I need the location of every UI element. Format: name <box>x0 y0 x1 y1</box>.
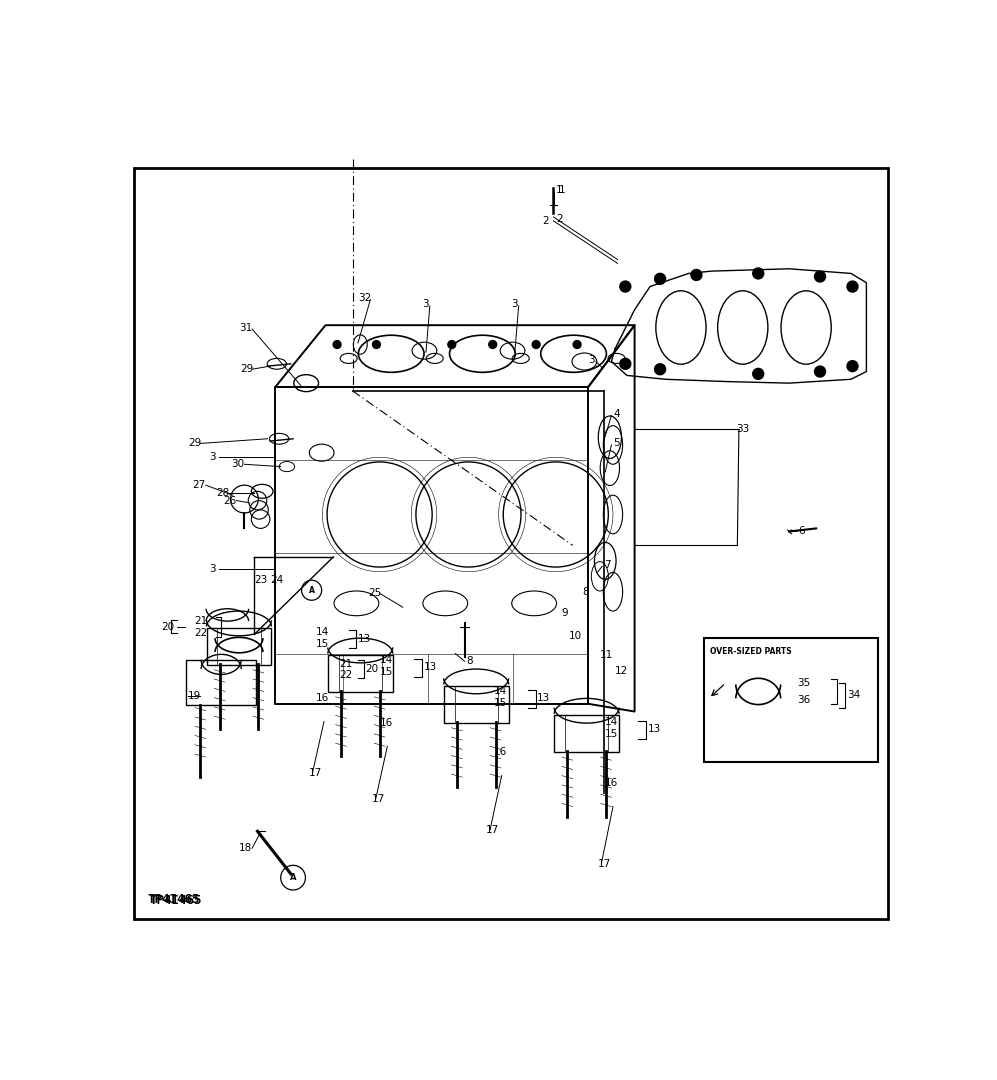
Circle shape <box>654 272 666 285</box>
Circle shape <box>654 363 666 376</box>
Text: 24: 24 <box>270 576 283 585</box>
Text: 20: 20 <box>162 621 174 632</box>
Text: 33: 33 <box>737 424 750 434</box>
Text: 35: 35 <box>797 678 811 688</box>
Text: 9: 9 <box>561 608 568 618</box>
Text: 17: 17 <box>597 859 611 868</box>
Text: 13: 13 <box>358 634 371 644</box>
Text: 7: 7 <box>603 559 610 570</box>
Circle shape <box>619 281 631 293</box>
Text: TP4I465: TP4I465 <box>148 893 200 906</box>
Circle shape <box>814 270 827 283</box>
Circle shape <box>489 340 498 349</box>
Text: 15: 15 <box>380 667 393 677</box>
Text: 3: 3 <box>209 451 216 461</box>
Text: 13: 13 <box>537 693 550 703</box>
Text: 21: 21 <box>339 659 353 669</box>
Bar <box>704 638 878 761</box>
Text: 6: 6 <box>799 526 805 537</box>
Text: 26: 26 <box>223 496 236 505</box>
Text: 31: 31 <box>239 323 252 333</box>
Text: 3: 3 <box>588 355 595 365</box>
Circle shape <box>619 357 631 370</box>
Text: 18: 18 <box>239 843 252 853</box>
Text: 11: 11 <box>600 650 613 660</box>
Text: 15: 15 <box>605 729 618 739</box>
Text: 27: 27 <box>192 481 205 490</box>
Text: 25: 25 <box>368 589 381 598</box>
Text: 19: 19 <box>188 691 201 701</box>
Text: 4: 4 <box>613 409 619 419</box>
Bar <box>328 656 393 692</box>
Text: 10: 10 <box>569 631 582 640</box>
Text: A: A <box>290 873 296 882</box>
Text: 16: 16 <box>494 747 507 757</box>
Text: 14: 14 <box>494 686 507 696</box>
Bar <box>206 629 271 665</box>
Text: A: A <box>309 585 314 595</box>
Text: 20: 20 <box>366 664 379 674</box>
Circle shape <box>690 269 703 281</box>
Circle shape <box>846 360 858 373</box>
Text: 36: 36 <box>797 694 811 705</box>
Text: 13: 13 <box>424 662 437 673</box>
Bar <box>186 660 256 704</box>
Circle shape <box>332 340 342 349</box>
Text: 15: 15 <box>494 698 507 708</box>
Text: 17: 17 <box>487 825 499 835</box>
Text: 30: 30 <box>231 459 244 470</box>
Text: 15: 15 <box>316 639 329 649</box>
Text: 2: 2 <box>542 216 548 226</box>
Text: 17: 17 <box>308 768 322 779</box>
Circle shape <box>447 340 457 349</box>
Circle shape <box>372 340 381 349</box>
Text: 3: 3 <box>510 299 517 309</box>
Bar <box>444 686 508 724</box>
Circle shape <box>752 367 765 380</box>
Circle shape <box>572 340 581 349</box>
Circle shape <box>846 281 858 293</box>
Text: 3: 3 <box>422 299 429 309</box>
Text: 16: 16 <box>605 779 618 788</box>
Text: 32: 32 <box>358 293 371 303</box>
Bar <box>554 715 619 753</box>
Circle shape <box>531 340 540 349</box>
Text: 14: 14 <box>316 626 329 637</box>
Text: 17: 17 <box>372 794 385 804</box>
Text: TP4I465: TP4I465 <box>150 894 201 907</box>
Text: 21: 21 <box>194 616 207 626</box>
Text: 34: 34 <box>847 690 860 700</box>
Text: 12: 12 <box>615 665 628 676</box>
Text: 22: 22 <box>339 671 353 680</box>
Text: 3: 3 <box>209 564 216 573</box>
Text: 16: 16 <box>380 718 393 728</box>
Text: 23: 23 <box>254 576 267 585</box>
Circle shape <box>814 365 827 378</box>
Text: 1: 1 <box>555 185 562 195</box>
Text: 29: 29 <box>188 438 201 448</box>
Text: 13: 13 <box>648 725 661 734</box>
Text: 14: 14 <box>605 716 618 727</box>
Text: 22: 22 <box>194 629 207 638</box>
Text: 8: 8 <box>467 657 473 666</box>
Text: 8: 8 <box>582 586 588 597</box>
Text: 2: 2 <box>555 214 562 225</box>
Text: 14: 14 <box>380 654 393 665</box>
Text: 1: 1 <box>559 185 565 195</box>
Text: 29: 29 <box>240 364 254 375</box>
Circle shape <box>752 267 765 280</box>
Text: 16: 16 <box>316 693 329 703</box>
Text: 28: 28 <box>215 488 229 498</box>
Text: 5: 5 <box>613 438 619 448</box>
Text: OVER-SIZED PARTS: OVER-SIZED PARTS <box>710 647 792 657</box>
